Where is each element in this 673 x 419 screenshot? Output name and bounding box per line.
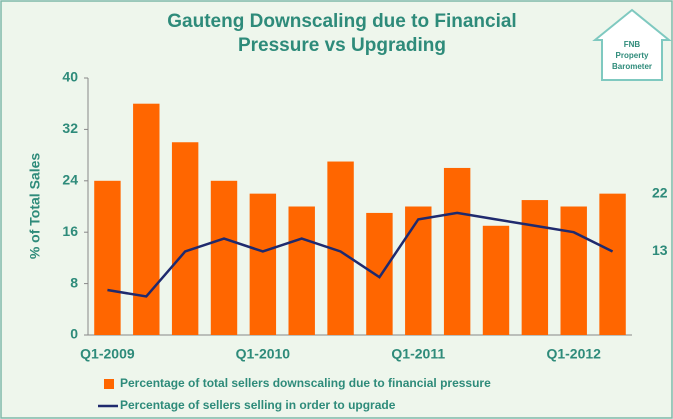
bar	[94, 180, 121, 335]
logo-text: Property	[616, 51, 649, 60]
bar	[171, 142, 199, 335]
logo: FNB Property Barometer	[592, 8, 672, 81]
y-tick-label: 40	[62, 69, 78, 85]
x-tick-label: Q1-2012	[546, 346, 601, 362]
bar	[288, 206, 315, 335]
y-tick-label: 16	[62, 223, 78, 239]
bar	[443, 167, 471, 335]
bar	[133, 103, 160, 335]
logo-house	[592, 8, 672, 81]
legend-label: Percentage of total sellers downscaling …	[120, 376, 491, 390]
bar	[560, 206, 587, 335]
x-tick-label: Q1-2010	[236, 346, 291, 362]
bar	[210, 180, 238, 335]
bar	[249, 193, 277, 335]
bar	[599, 193, 626, 335]
legend-swatch	[104, 379, 114, 389]
end-label: 13	[652, 242, 668, 258]
y-axis-label: % of Total Sales	[27, 153, 43, 260]
y-tick-label: 32	[62, 120, 78, 136]
y-tick-label: 8	[70, 274, 78, 290]
logo-text: FNB	[624, 40, 641, 49]
chart-title: Pressure vs Upgrading	[238, 35, 446, 56]
y-tick-label: 0	[70, 326, 78, 342]
logo-text: Barometer	[612, 62, 652, 71]
bar	[482, 225, 510, 335]
bar	[366, 212, 393, 335]
legend-label: Percentage of sellers selling in order t…	[120, 398, 396, 412]
bar	[405, 206, 432, 335]
x-tick-label: Q1-2009	[80, 346, 135, 362]
bar	[521, 200, 549, 335]
line	[107, 211, 614, 298]
y-tick-label: 24	[62, 172, 78, 188]
x-tick-label: Q1-2011	[391, 346, 445, 362]
end-label: 22	[652, 184, 668, 200]
chart-title: Gauteng Downscaling due to Financial	[167, 11, 516, 32]
